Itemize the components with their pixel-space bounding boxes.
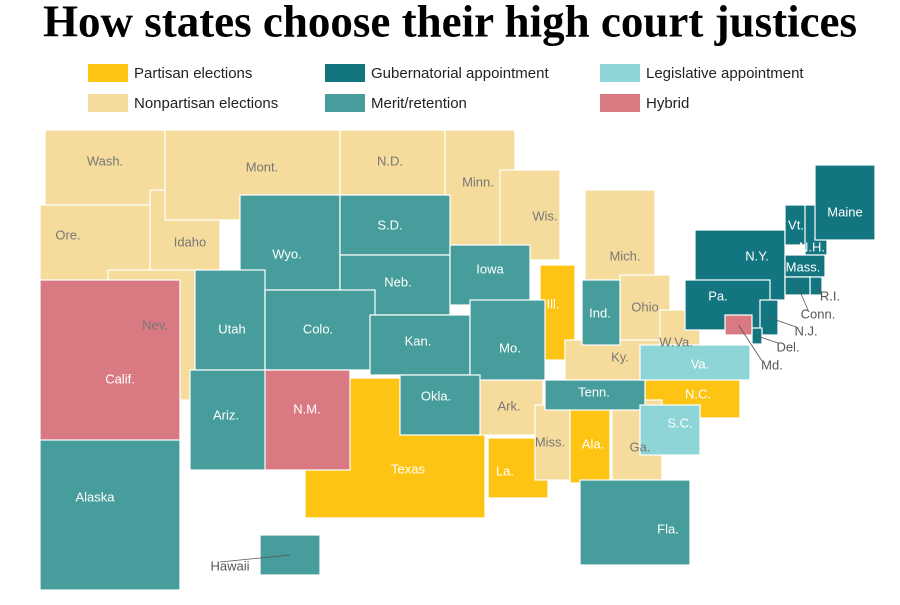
state-label: Iowa (476, 261, 504, 276)
state-label: N.D. (377, 153, 403, 168)
state-label: Wis. (532, 208, 557, 223)
state-shape (39, 279, 181, 441)
state-label: Minn. (462, 174, 494, 189)
state-label: N.M. (293, 401, 320, 416)
state-shape (264, 369, 351, 471)
state-label: Maine (827, 204, 862, 219)
legend-label: Hybrid (646, 95, 689, 112)
state-label: N.J. (794, 323, 817, 338)
leader-line (797, 285, 809, 311)
state-label: Tenn. (578, 384, 610, 399)
title: How states choose their high court justi… (43, 0, 857, 46)
state-shape (469, 299, 546, 381)
legend-swatch (325, 94, 365, 112)
state-shape (639, 344, 751, 381)
legend-swatch (600, 94, 640, 112)
state-label: Del. (776, 339, 799, 354)
state-label: Ga. (630, 439, 651, 454)
state-shape (579, 479, 691, 566)
state-label: Okla. (421, 388, 451, 403)
state-label: N.H. (799, 239, 825, 254)
state-label: R.I. (820, 288, 840, 303)
state-shape (399, 374, 481, 436)
state-label: Ariz. (213, 407, 239, 422)
state-label: Kan. (405, 333, 432, 348)
state-label: Calif. (105, 371, 135, 386)
state-shape (449, 244, 531, 306)
state-label: Va. (691, 356, 710, 371)
state-shape (584, 189, 656, 281)
leader-line (768, 317, 797, 328)
state-shape (544, 379, 646, 411)
states (39, 129, 876, 591)
state-label: Ind. (589, 305, 611, 320)
state-label: Ala. (582, 436, 604, 451)
leader-line (815, 285, 821, 293)
state-label: W.Va. (659, 334, 693, 349)
state-shape (639, 404, 701, 456)
state-label: Ark. (497, 398, 520, 413)
legend-swatch (88, 94, 128, 112)
legend-swatch (88, 64, 128, 82)
state-shape (569, 407, 611, 484)
legend-label: Legislative appointment (646, 65, 804, 82)
leader-line (756, 335, 779, 344)
legend-label: Partisan elections (134, 65, 252, 82)
state-label: Miss. (535, 434, 565, 449)
state-shape (534, 404, 571, 481)
state-label: Ohio (631, 299, 658, 314)
legend: Partisan elections Nonpartisan elections G… (88, 64, 804, 112)
state-label: S.C. (667, 415, 692, 430)
state-label: Wyo. (272, 246, 302, 261)
state-label: Colo. (303, 321, 333, 336)
state-label: Vt. (788, 217, 804, 232)
state-shape (369, 314, 471, 376)
state-label: Utah (218, 321, 245, 336)
state-label: Idaho (174, 234, 207, 249)
state-label: Ill. (547, 296, 560, 311)
state-shape (44, 129, 166, 206)
state-shape (39, 419, 181, 591)
state-label: N.C. (685, 386, 711, 401)
state-label: Texas (391, 461, 425, 476)
state-label: Wash. (87, 153, 123, 168)
leader-line (738, 324, 763, 362)
legend-label: Merit/retention (371, 95, 467, 112)
state-shape (189, 369, 271, 471)
state-label: Alaska (75, 489, 115, 504)
legend-label: Nonpartisan elections (134, 95, 278, 112)
state-label: Ore. (55, 227, 80, 242)
state-label: Neb. (384, 274, 411, 289)
state-label: Fla. (657, 521, 679, 536)
leader-line (219, 554, 291, 563)
state-label: Md. (761, 357, 783, 372)
state-label: Hawaii (210, 558, 249, 573)
state-label: Conn. (801, 306, 836, 321)
state-label: Mo. (499, 340, 521, 355)
state-shape (194, 269, 266, 371)
state-label: Ky. (611, 349, 629, 364)
state-label: Nev. (142, 317, 168, 332)
state-label: S.D. (377, 217, 402, 232)
state-label: Mont. (246, 159, 279, 174)
state-label: N.Y. (745, 248, 769, 263)
legend-label: Gubernatorial appointment (371, 65, 549, 82)
state-labels: Ill. Texas La. Ala. N.C. Wash. Ore. Idaho Mont. N… (55, 153, 862, 573)
state-shape (581, 279, 621, 346)
legend-swatch (600, 64, 640, 82)
state-label: Pa. (708, 288, 728, 303)
legend-swatch (325, 64, 365, 82)
state-label: Mass. (786, 259, 821, 274)
state-shape (814, 164, 876, 241)
state-label: La. (496, 463, 514, 478)
state-label: Mich. (609, 248, 640, 263)
